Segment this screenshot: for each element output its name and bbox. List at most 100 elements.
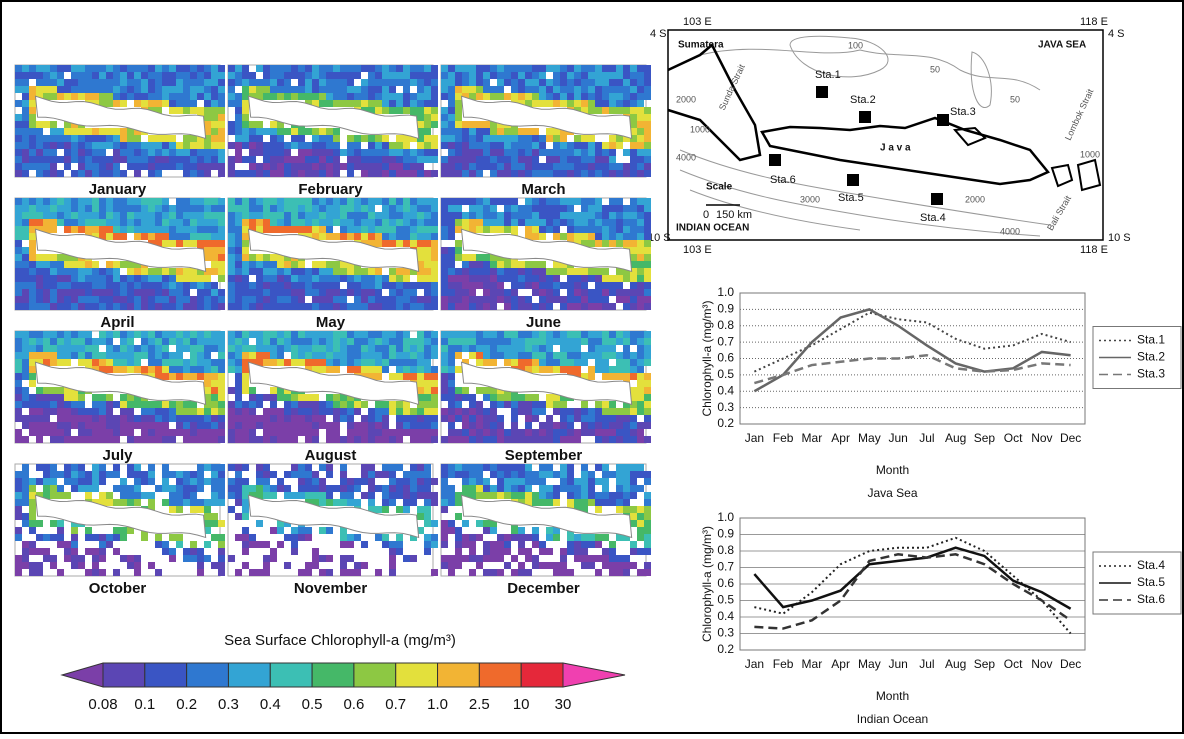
- map-cell: [462, 422, 469, 429]
- map-cell: [347, 72, 354, 79]
- map-cell: [539, 261, 546, 268]
- map-cell: [197, 338, 204, 345]
- map-cell: [256, 394, 263, 401]
- map-cell: [553, 212, 560, 219]
- map-cell: [270, 401, 277, 408]
- map-cell: [504, 72, 511, 79]
- map-cell: [228, 170, 235, 177]
- map-cell: [567, 471, 574, 478]
- map-cell: [312, 170, 319, 177]
- map-cell: [448, 261, 455, 268]
- map-cell: [546, 548, 553, 555]
- map-cell: [518, 541, 525, 548]
- map-cell: [211, 415, 218, 422]
- map-cell: [256, 254, 263, 261]
- map-cell: [113, 226, 120, 233]
- map-cell: [637, 548, 644, 555]
- map-cell: [644, 541, 651, 548]
- map-cell: [263, 149, 270, 156]
- map-cell: [644, 352, 651, 359]
- map-cell: [389, 464, 396, 471]
- map-cell: [630, 492, 637, 499]
- map-cell: [57, 401, 64, 408]
- map-cell: [298, 352, 305, 359]
- map-cell: [85, 156, 92, 163]
- map-cell: [162, 464, 169, 471]
- map-cell: [581, 282, 588, 289]
- map-cell: [256, 471, 263, 478]
- map-cell: [637, 247, 644, 254]
- map-cell: [15, 254, 22, 261]
- map-cell: [469, 163, 476, 170]
- map-cell: [15, 72, 22, 79]
- map-cell: [340, 275, 347, 282]
- map-cell: [637, 72, 644, 79]
- map-cell: [211, 478, 218, 485]
- map-cell: [155, 345, 162, 352]
- map-cell: [92, 471, 99, 478]
- map-cell: [183, 548, 190, 555]
- map-cell: [134, 156, 141, 163]
- map-cell: [511, 128, 518, 135]
- map-cell: [637, 219, 644, 226]
- map-cell: [623, 163, 630, 170]
- map-cell: [211, 471, 218, 478]
- map-cell: [375, 219, 382, 226]
- map-cell: [218, 254, 225, 261]
- map-cell: [57, 394, 64, 401]
- map-cell: [441, 499, 448, 506]
- map-cell: [204, 72, 211, 79]
- map-cell: [389, 436, 396, 443]
- map-cell: [483, 65, 490, 72]
- map-cell: [190, 408, 197, 415]
- map-cell: [347, 422, 354, 429]
- map-cell: [431, 373, 438, 380]
- map-cell: [29, 205, 36, 212]
- map-cell: [183, 142, 190, 149]
- map-cell: [43, 548, 50, 555]
- map-cell: [190, 541, 197, 548]
- map-cell: [50, 121, 57, 128]
- map-cell: [403, 352, 410, 359]
- map-cell: [319, 282, 326, 289]
- map-cell: [242, 212, 249, 219]
- map-cell: [616, 163, 623, 170]
- map-cell: [410, 65, 417, 72]
- map-cell: [574, 338, 581, 345]
- map-cell: [190, 86, 197, 93]
- map-cell: [644, 212, 651, 219]
- map-cell: [602, 149, 609, 156]
- map-cell: [99, 163, 106, 170]
- map-cell: [22, 219, 29, 226]
- map-cell: [134, 345, 141, 352]
- map-cell: [312, 562, 319, 569]
- map-cell: [588, 471, 595, 478]
- map-cell: [319, 79, 326, 86]
- map-cell: [382, 366, 389, 373]
- map-cell: [319, 296, 326, 303]
- map-cell: [50, 338, 57, 345]
- map-cell: [340, 562, 347, 569]
- map-cell: [235, 79, 242, 86]
- map-cell: [218, 499, 225, 506]
- map-cell: [448, 198, 455, 205]
- map-cell: [190, 471, 197, 478]
- map-cell: [483, 93, 490, 100]
- map-cell: [15, 142, 22, 149]
- map-cell: [113, 429, 120, 436]
- map-cell: [183, 100, 190, 107]
- map-cell: [595, 198, 602, 205]
- map-cell: [644, 415, 651, 422]
- map-cell: [176, 471, 183, 478]
- map-cell: [57, 261, 64, 268]
- map-cell: [389, 100, 396, 107]
- map-cell: [424, 541, 431, 548]
- map-cell: [78, 156, 85, 163]
- map-cell: [441, 331, 448, 338]
- colorbar-segment: [228, 663, 270, 687]
- map-cell: [162, 331, 169, 338]
- map-cell: [305, 72, 312, 79]
- map-cell: [190, 275, 197, 282]
- map-cell: [298, 282, 305, 289]
- map-panel: [228, 65, 438, 177]
